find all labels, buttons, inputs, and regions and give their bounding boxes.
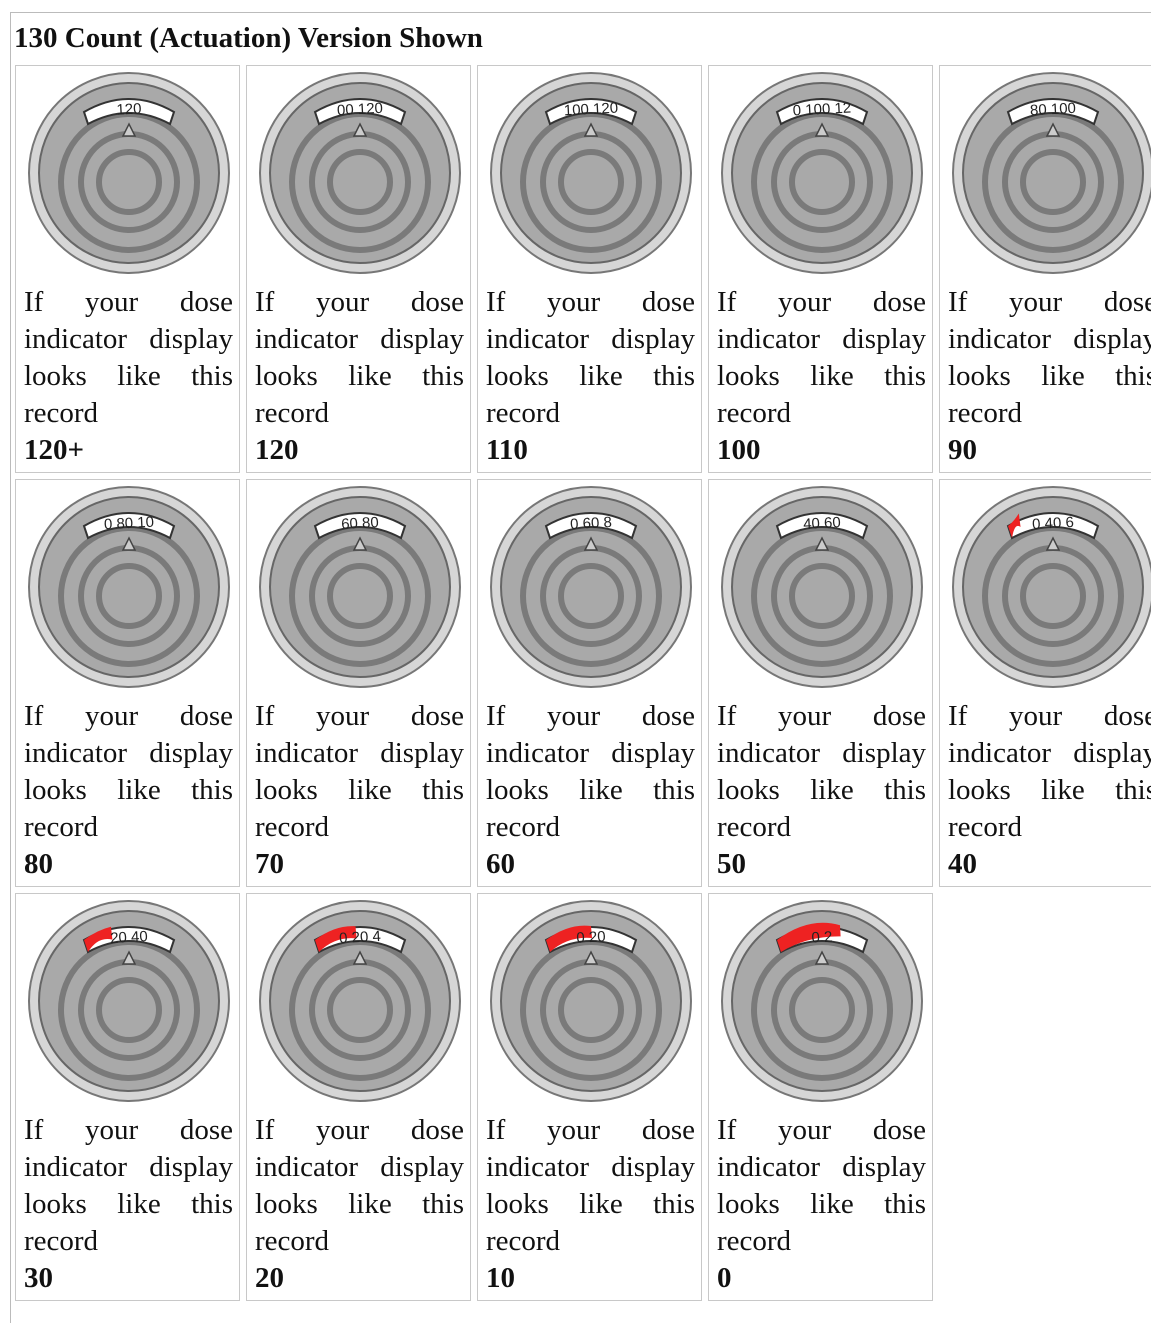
dose-dial: 80 100 — [950, 70, 1151, 276]
dose-dial: 0 80 10 — [26, 484, 232, 690]
cell-text: If your dose indicator display looks lik… — [717, 1112, 926, 1260]
cell-text: If your dose indicator display looks lik… — [717, 698, 926, 846]
table-cell: 100 120 If your dose indicator display lo… — [477, 65, 702, 473]
cell-text: If your dose indicator display looks lik… — [486, 284, 695, 432]
dose-dial: 0 20 — [488, 898, 694, 1104]
table-title: 130 Count (Actuation) Version Shown — [14, 22, 483, 55]
dial-window-text: 0 40 6 — [1031, 514, 1074, 533]
record-value: 40 — [948, 846, 1151, 883]
dose-dial: 0 60 8 — [488, 484, 694, 690]
cell-text: If your dose indicator display looks lik… — [255, 1112, 464, 1260]
cell-text: If your dose indicator display looks lik… — [717, 284, 926, 432]
record-value: 70 — [255, 846, 464, 883]
dial-window-text: 120 — [116, 100, 142, 118]
record-value: 20 — [255, 1260, 464, 1297]
dial-window-text: 0 20 4 — [338, 928, 381, 947]
dial-window-text: 40 60 — [802, 514, 840, 533]
record-value: 10 — [486, 1260, 695, 1297]
table-cell: 40 60 If your dose indicator display look… — [708, 479, 933, 887]
record-value: 120+ — [24, 432, 233, 469]
cell-text: If your dose indicator display looks lik… — [24, 1112, 233, 1260]
dial-window-text: 100 120 — [563, 100, 618, 120]
table-cell: 0 100 12 If your dose indicator display l… — [708, 65, 933, 473]
dial-window-text: 0 2 — [811, 928, 833, 946]
cell-text: If your dose indicator display looks lik… — [948, 698, 1151, 846]
dial-window-text: 0 20 — [575, 928, 605, 947]
dose-dial: 20 40 — [26, 898, 232, 1104]
cell-text: If your dose indicator display looks lik… — [255, 284, 464, 432]
dial-window-text: 60 80 — [340, 514, 378, 533]
dose-dial: 120 — [26, 70, 232, 276]
table-cell: 20 40 If your dose indicator display look… — [15, 893, 240, 1301]
dial-window-text: 00 120 — [336, 100, 383, 119]
cell-text: If your dose indicator display looks lik… — [948, 284, 1151, 432]
cell-text: If your dose indicator display looks lik… — [255, 698, 464, 846]
record-value: 100 — [717, 432, 926, 469]
cell-text: If your dose indicator display looks lik… — [24, 284, 233, 432]
table-cell: 0 20 If your dose indicator display looks… — [477, 893, 702, 1301]
record-value: 110 — [486, 432, 695, 469]
table-cell: 120 If your dose indicator display looks … — [15, 65, 240, 473]
record-value: 30 — [24, 1260, 233, 1297]
dose-dial: 100 120 — [488, 70, 694, 276]
table-cell: 0 80 10 If your dose indicator display lo… — [15, 479, 240, 887]
table-cell: 80 100 If your dose indicator display loo… — [939, 65, 1151, 473]
table-cell: 0 2 If your dose indicator display looks … — [708, 893, 933, 1301]
table-cell: 0 40 6 If your dose indicator display loo… — [939, 479, 1151, 887]
dial-window-text: 80 100 — [1029, 100, 1076, 119]
dose-dial: 40 60 — [719, 484, 925, 690]
table-cell: 00 120 If your dose indicator display loo… — [246, 65, 471, 473]
dose-dial: 0 20 4 — [257, 898, 463, 1104]
record-value: 60 — [486, 846, 695, 883]
dose-dial: 00 120 — [257, 70, 463, 276]
dial-window-text: 0 80 10 — [103, 514, 154, 534]
dial-window-text: 0 60 8 — [569, 514, 612, 533]
dial-window-text: 20 40 — [109, 928, 147, 947]
dose-dial: 0 100 12 — [719, 70, 925, 276]
cell-text: If your dose indicator display looks lik… — [24, 698, 233, 846]
dose-dial: 0 40 6 — [950, 484, 1151, 690]
record-value: 50 — [717, 846, 926, 883]
cell-text: If your dose indicator display looks lik… — [486, 1112, 695, 1260]
table-cell: 0 20 4 If your dose indicator display loo… — [246, 893, 471, 1301]
record-value: 80 — [24, 846, 233, 883]
record-value: 0 — [717, 1260, 926, 1297]
cell-text: If your dose indicator display looks lik… — [486, 698, 695, 846]
table-cell: 0 60 8 If your dose indicator display loo… — [477, 479, 702, 887]
dial-window-text: 0 100 12 — [792, 99, 851, 119]
table-cell: 60 80 If your dose indicator display look… — [246, 479, 471, 887]
dose-dial: 0 2 — [719, 898, 925, 1104]
dose-dial: 60 80 — [257, 484, 463, 690]
record-value: 120 — [255, 432, 464, 469]
record-value: 90 — [948, 432, 1151, 469]
